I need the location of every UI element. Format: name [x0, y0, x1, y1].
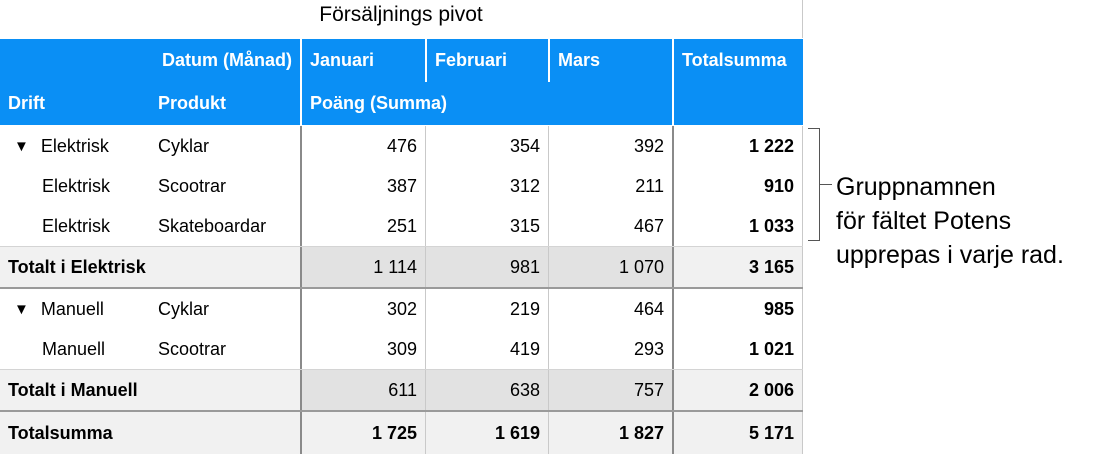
grand-total-divider [0, 410, 803, 412]
value-cell: 309 [300, 329, 425, 369]
row-field-product[interactable]: Produkt [158, 93, 227, 113]
row-total-cell: 910 [672, 166, 803, 206]
subtotal-total: 2 006 [672, 370, 803, 410]
product-cell: Cyklar [158, 135, 210, 156]
value-cell: 293 [548, 329, 672, 369]
table-title: Försäljnings pivot [0, 0, 803, 38]
column-field-label[interactable]: Datum (Månad) [162, 50, 292, 70]
subtotal-value: 757 [548, 370, 672, 410]
value-cell: 219 [425, 289, 548, 329]
header-total-blank [672, 82, 803, 125]
row-total-cell: 1 033 [672, 206, 803, 246]
value-cell: 315 [425, 206, 548, 246]
subtotal-row: Totalt i Manuell 611 638 757 2 006 [0, 370, 803, 410]
drift-cell: Elektrisk [42, 215, 111, 236]
header-month-february[interactable]: Februari [425, 39, 548, 82]
value-cell: 464 [548, 289, 672, 329]
disclosure-triangle-down-icon[interactable]: ▼ [14, 300, 29, 318]
value-cell: 419 [425, 329, 548, 369]
product-cell: Skateboardar [158, 215, 267, 236]
annotation-line: för fältet Potens [836, 207, 1012, 235]
annotation-bracket [808, 128, 820, 241]
row-divider [0, 246, 803, 247]
grand-total-value: 1 827 [548, 412, 672, 454]
subtotal-label: Totalt i Manuell [8, 379, 138, 400]
product-cell: Scootrar [158, 338, 227, 359]
grand-total-value: 1 725 [300, 412, 425, 454]
header-total[interactable]: Totalsumma [672, 39, 803, 82]
table-row: Elektrisk Skateboardar 251 315 467 1 033 [0, 206, 803, 246]
group-divider [0, 287, 803, 289]
grand-total-value: 1 619 [425, 412, 548, 454]
subtotal-total: 3 165 [672, 247, 803, 287]
group-label[interactable]: ▼ Manuell [14, 298, 104, 319]
table-row: ▼ Elektrisk Cyklar 476 354 392 1 222 [0, 126, 803, 166]
value-cell: 387 [300, 166, 425, 206]
grand-total-row: Totalsumma 1 725 1 619 1 827 5 171 [0, 412, 803, 454]
product-cell: Cyklar [158, 298, 210, 319]
drift-cell: Manuell [42, 338, 106, 359]
value-cell: 302 [300, 289, 425, 329]
value-cell: 354 [425, 126, 548, 166]
disclosure-triangle-down-icon[interactable]: ▼ [14, 137, 29, 155]
value-cell: 312 [425, 166, 548, 206]
subtotal-value: 1 070 [548, 247, 672, 287]
table-row: Elektrisk Scootrar 387 312 211 910 [0, 166, 803, 206]
header-month-january[interactable]: Januari [300, 39, 425, 82]
grand-total-total: 5 171 [672, 412, 803, 454]
row-field-drift[interactable]: Drift [8, 93, 45, 113]
drift-cell: Elektrisk [42, 175, 111, 196]
product-cell: Scootrar [158, 175, 227, 196]
annotation-line: Gruppnamnen [836, 173, 996, 201]
header-row-columns: Datum (Månad) Januari Februari Mars Tota… [0, 39, 803, 82]
pivot-table: Försäljnings pivot Datum (Månad) Januari… [0, 0, 803, 454]
value-cell: 476 [300, 126, 425, 166]
subtotal-value: 981 [425, 247, 548, 287]
grand-total-label: Totalsumma [8, 422, 113, 443]
header-month-march[interactable]: Mars [548, 39, 672, 82]
subtotal-label: Totalt i Elektrisk [8, 256, 146, 277]
value-cell: 251 [300, 206, 425, 246]
row-total-cell: 1 222 [672, 126, 803, 166]
value-cell: 392 [548, 126, 672, 166]
group-label[interactable]: ▼ Elektrisk [14, 135, 109, 156]
annotation-line: upprepas i varje rad. [836, 241, 1064, 269]
subtotal-value: 1 114 [300, 247, 425, 287]
row-total-cell: 1 021 [672, 329, 803, 369]
value-cell: 467 [548, 206, 672, 246]
value-cell: 211 [548, 166, 672, 206]
subtotal-value: 611 [300, 370, 425, 410]
row-divider [0, 369, 803, 370]
subtotal-row: Totalt i Elektrisk 1 114 981 1 070 3 165 [0, 247, 803, 287]
value-field-label[interactable]: Poäng (Summa) [300, 82, 672, 125]
annotation-leader-line [820, 184, 832, 185]
subtotal-value: 638 [425, 370, 548, 410]
header-row-fields: Drift Produkt Poäng (Summa) [0, 82, 803, 125]
table-row: ▼ Manuell Cyklar 302 219 464 985 [0, 289, 803, 329]
annotation-callout: Gruppnamnen för fältet Potens upprepas i… [836, 170, 1064, 272]
table-row: Manuell Scootrar 309 419 293 1 021 [0, 329, 803, 369]
row-total-cell: 985 [672, 289, 803, 329]
